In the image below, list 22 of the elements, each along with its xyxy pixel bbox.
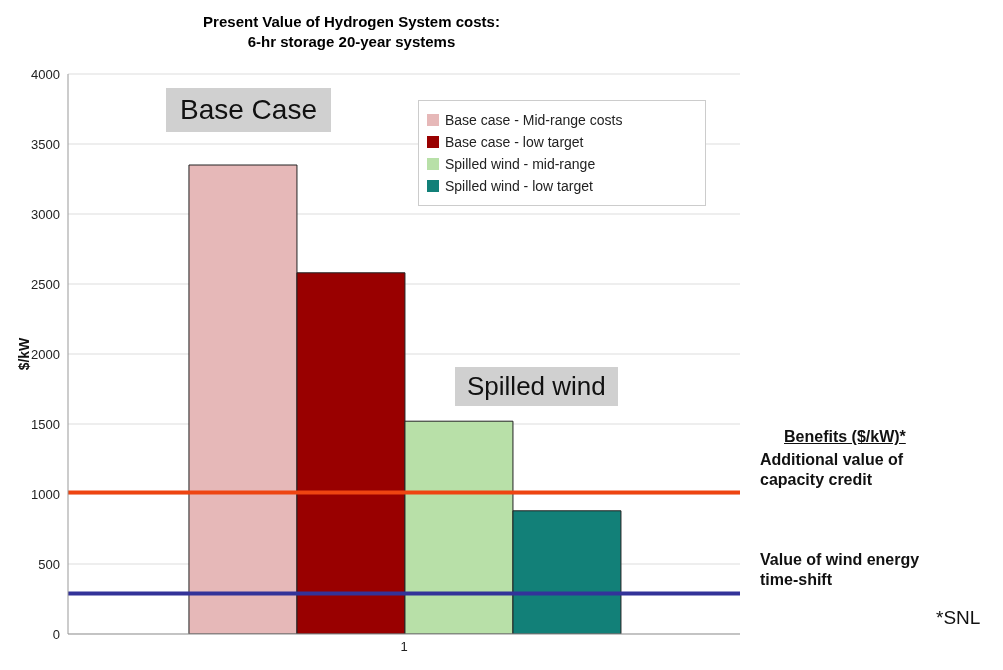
legend-label: Spilled wind - mid-range xyxy=(445,155,596,174)
y-tick-label: 3500 xyxy=(31,136,60,152)
y-tick-label: 2000 xyxy=(31,346,60,362)
y-tick-label: 1000 xyxy=(31,486,60,502)
legend-label: Base case - low target xyxy=(445,133,584,152)
annotation: Spilled wind xyxy=(455,367,618,406)
y-tick-label: 500 xyxy=(38,556,60,572)
y-tick-label: 3000 xyxy=(31,206,60,222)
y-tick-label: 2500 xyxy=(31,276,60,292)
ref-line-label: Value of wind energy time-shift xyxy=(760,551,920,589)
y-tick-label: 4000 xyxy=(31,66,60,82)
x-tick-label: 1 xyxy=(400,639,408,655)
y-tick-label: 1500 xyxy=(31,416,60,432)
chart-title: Present Value of Hydrogen System costs: 6-hr storage 20-year systems xyxy=(202,12,501,52)
y-tick-label: 0 xyxy=(52,626,60,642)
text: *SNL xyxy=(936,607,981,629)
text: Benefits ($/kW)* xyxy=(784,428,906,446)
legend-label: Base case - Mid-range costs xyxy=(445,111,623,130)
annotation: Base Case xyxy=(166,88,331,132)
legend-label: Spilled wind - low target xyxy=(445,177,593,196)
ref-line-label: Additional value of capacity credit xyxy=(760,450,904,488)
y-axis-title: $/kW xyxy=(15,336,32,371)
